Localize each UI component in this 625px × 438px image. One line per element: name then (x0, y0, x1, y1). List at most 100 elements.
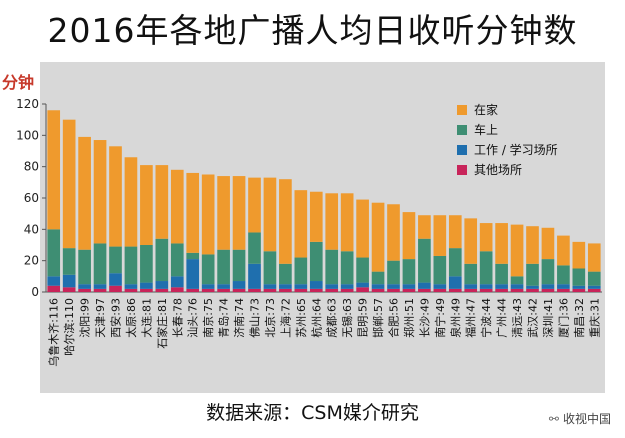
bar-segment (217, 288, 230, 292)
bar-segment (541, 288, 555, 292)
bar-segment (170, 287, 184, 292)
bar-segment (587, 285, 601, 289)
watermark-text: 收视中国 (562, 412, 611, 426)
bar-segment (433, 215, 447, 256)
x-tick-label: 上海:72 (278, 298, 292, 338)
bar-segment (109, 285, 122, 292)
bar-segment (294, 190, 308, 258)
x-tick-label: 无锡:63 (340, 298, 354, 338)
bar-segment (62, 119, 76, 249)
x-tick-label: 苏州:65 (295, 298, 308, 338)
bar-segment (371, 271, 385, 285)
x-tick-label: 石家庄:81 (155, 298, 169, 349)
bar-segment (371, 288, 385, 292)
bar-segment (279, 179, 292, 264)
bar-segment (170, 169, 184, 244)
bar-segment (263, 284, 277, 289)
bar-segment (93, 140, 107, 244)
x-tick-label: 天津:97 (94, 298, 107, 338)
bar-segment (541, 259, 555, 285)
bar-segment (356, 257, 369, 283)
bar-segment (109, 273, 122, 286)
bar-segment (248, 177, 261, 233)
bar-segment (557, 235, 570, 266)
bar-segment (263, 251, 277, 285)
bar-segment (356, 287, 369, 292)
x-tick-label: 济南:74 (232, 298, 246, 338)
x-tick-label: 南京:75 (201, 298, 215, 338)
x-tick-label: 邯郸:57 (371, 298, 385, 338)
bar-segment (155, 281, 169, 289)
bar-segment (572, 285, 586, 289)
bar-segment (448, 248, 462, 277)
bars (47, 110, 601, 292)
bar-segment (109, 246, 122, 274)
bar-segment (294, 288, 308, 292)
x-tick-label: 深圳:41 (542, 298, 555, 338)
bar-segment (47, 285, 61, 292)
bar-segment (78, 288, 91, 292)
bar-segment (387, 204, 400, 261)
bar-segment (572, 288, 586, 292)
bar-segment (387, 260, 400, 285)
bar-segment (217, 249, 230, 285)
legend-swatch (457, 125, 467, 135)
bar-segment (418, 282, 431, 289)
bar-segment (186, 259, 200, 289)
bar-segment (448, 288, 462, 292)
legend-swatch (457, 145, 467, 155)
y-tick-label: 100 (16, 128, 39, 142)
bar-segment (340, 251, 354, 285)
bar-segment (47, 110, 61, 230)
legend-label: 车上 (474, 122, 498, 137)
bar-segment (309, 281, 323, 289)
bar-segment (510, 224, 524, 277)
x-axis-tick-labels: 乌鲁木齐:116 哈尔滨:110 沈阳:99 天津:97 西安:93 太原:86 大连:81… (47, 298, 602, 367)
bar-segment (356, 282, 369, 288)
bar-segment (495, 284, 508, 289)
bar-segment (572, 241, 586, 269)
bar-segment (433, 255, 447, 285)
x-tick-label: 杭州:64 (309, 298, 323, 338)
x-tick-label: 清远:43 (511, 298, 524, 338)
bar-segment (557, 265, 570, 285)
bar-segment (78, 284, 91, 289)
bar-segment (232, 249, 246, 282)
bar-segment (526, 263, 539, 286)
x-tick-label: 太原:86 (125, 298, 138, 338)
bar-segment (587, 243, 601, 272)
bar-segment (448, 276, 462, 289)
bar-segment (325, 288, 339, 292)
x-tick-label: 长沙:49 (418, 298, 431, 338)
bar-segment (186, 288, 200, 292)
bar-segment (155, 238, 169, 282)
x-tick-label: 长春:78 (171, 298, 184, 338)
x-tick-label: 西安:93 (109, 298, 123, 338)
bar-segment (309, 288, 323, 292)
bar-segment (418, 215, 431, 239)
x-tick-label: 成都:63 (326, 298, 339, 338)
chart-title: 2016年各地广播人均日收听分钟数 (47, 11, 578, 50)
bar-segment (170, 276, 184, 288)
bar-segment (587, 271, 601, 286)
bar-segment (371, 202, 385, 272)
bar-segment (78, 249, 91, 285)
bar-segment (479, 284, 493, 289)
bar-segment (201, 254, 215, 285)
bar-segment (526, 285, 539, 289)
bar-segment (232, 281, 246, 289)
bar-segment (340, 284, 354, 289)
bar-segment (325, 284, 339, 289)
y-axis: 0 20 40 60 80 100 120 (16, 97, 602, 299)
bar-segment (294, 257, 308, 285)
bar-segment (495, 223, 508, 264)
bar-segment (541, 227, 555, 260)
bar-segment (140, 245, 153, 283)
wechat-icon: ⚯ (548, 412, 559, 426)
bar-segment (62, 248, 76, 275)
bar-segment (464, 288, 478, 292)
bar-segment (279, 288, 292, 292)
bar-segment (47, 276, 61, 286)
bar-segment (325, 249, 339, 285)
